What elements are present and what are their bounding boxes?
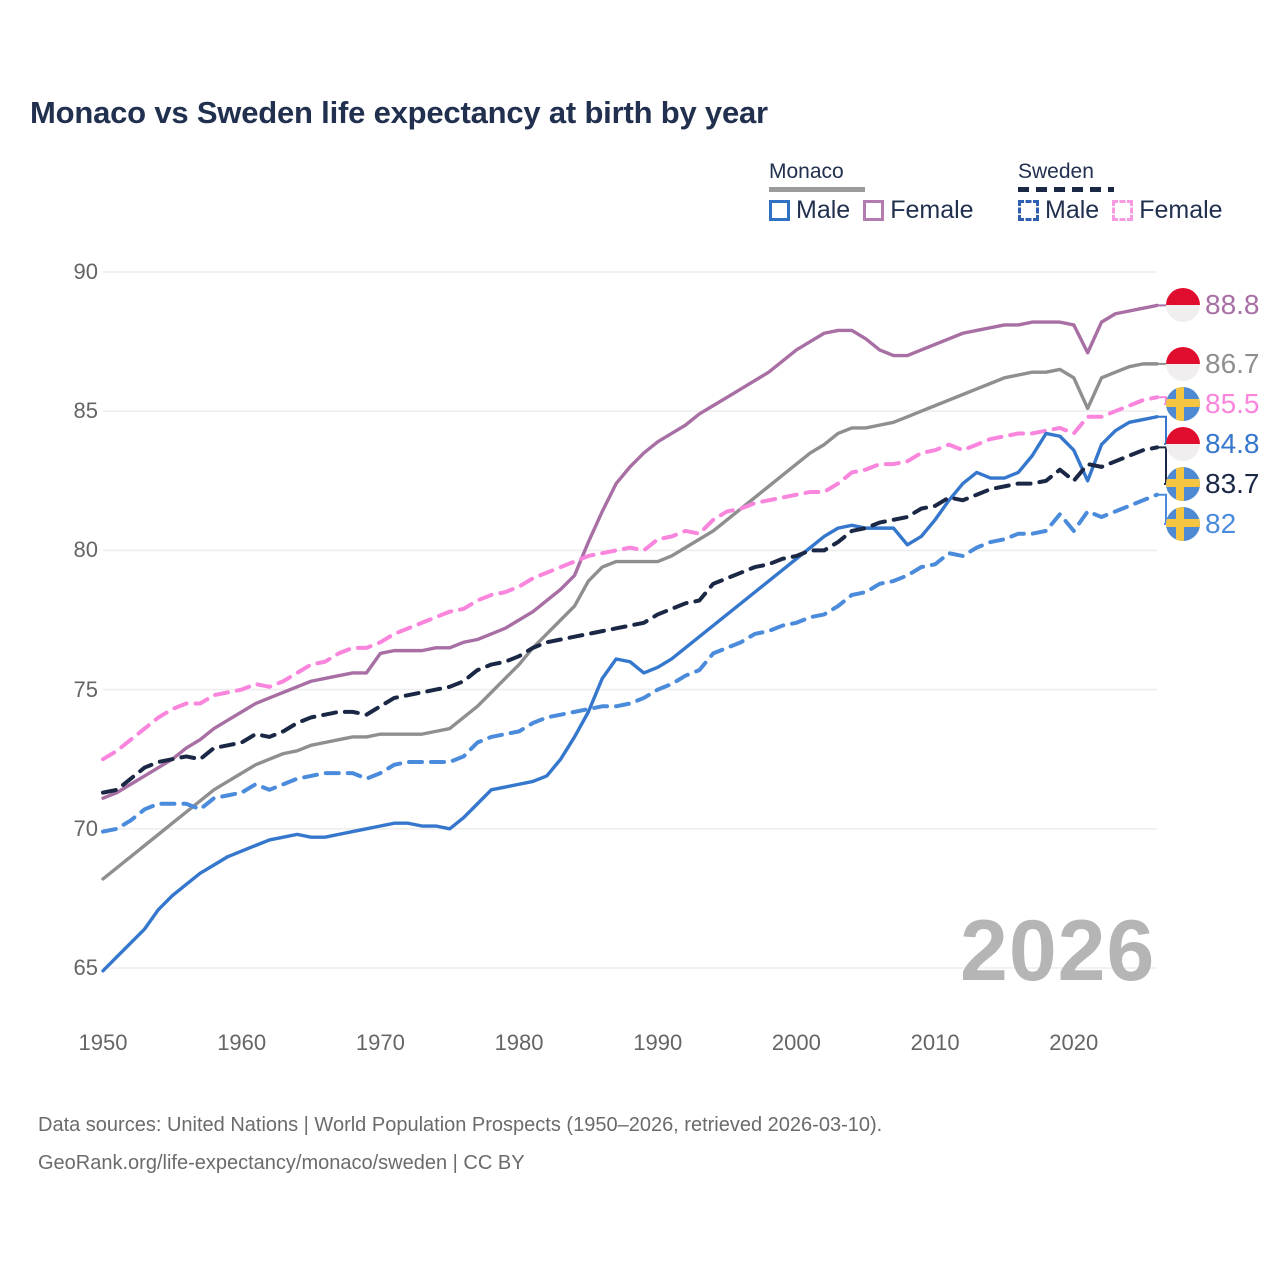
- series-end-label: 86.7: [1166, 346, 1260, 381]
- x-axis-tick-label: 1960: [217, 1030, 267, 1055]
- legend-item-label: Female: [890, 196, 974, 224]
- monaco-flag-icon: [1166, 346, 1200, 381]
- legend-items-sweden: Male Female: [1018, 198, 1223, 223]
- end-label-leader: [1157, 415, 1167, 445]
- x-axis-tick-label: 2000: [771, 1030, 821, 1055]
- series-line: [101, 362, 1159, 881]
- series-end-value: 82: [1205, 507, 1237, 539]
- series-line: [101, 395, 1159, 762]
- series-end-label: 85.5: [1166, 386, 1260, 421]
- legend-swatch-icon: [1018, 200, 1039, 221]
- series-end-label: 88.8: [1166, 288, 1260, 323]
- y-axis-tick-label: 85: [73, 398, 98, 424]
- legend-group-title-sweden: Sweden: [1018, 160, 1094, 183]
- monaco-flag-icon: [1166, 426, 1200, 461]
- series-end-value: 83.7: [1205, 467, 1260, 499]
- legend-group-title-monaco: Monaco: [769, 160, 844, 183]
- legend-rule-monaco: [769, 187, 865, 192]
- sweden-flag-icon: [1166, 506, 1200, 541]
- series-end-value: 86.7: [1205, 347, 1260, 379]
- legend-group-monaco: Monaco: [769, 160, 865, 192]
- monaco-flag-icon: [1166, 288, 1200, 323]
- year-watermark: 2026: [960, 903, 1156, 999]
- legend-group-sweden: Sweden: [1018, 160, 1114, 192]
- legend-rule-sweden: [1018, 187, 1114, 192]
- end-label-leader: [1157, 493, 1167, 525]
- footer-data-sources: Data sources: United Nations | World Pop…: [38, 1114, 883, 1136]
- legend-item-sweden-female[interactable]: Female: [1112, 196, 1223, 224]
- series-end-label: 83.7: [1166, 466, 1260, 501]
- series-end-label: 84.8: [1166, 426, 1260, 461]
- end-label-leader: [1157, 396, 1167, 405]
- y-axis-tick-label: 80: [73, 537, 98, 563]
- page-title: Monaco vs Sweden life expectancy at birt…: [30, 95, 768, 130]
- y-axis-tick-label: 75: [73, 676, 98, 702]
- x-axis-tick-label: 2020: [1049, 1030, 1099, 1055]
- legend-swatch-icon: [769, 200, 790, 221]
- legend-items-monaco: Male Female: [769, 198, 974, 223]
- sweden-flag-icon: [1166, 386, 1200, 421]
- series-line: [101, 492, 1159, 834]
- series-line: [101, 415, 1159, 973]
- legend-item-monaco-female[interactable]: Female: [863, 196, 974, 224]
- x-axis-tick-label: 1950: [78, 1030, 128, 1055]
- series-line: [101, 445, 1159, 795]
- end-label-leader: [1157, 446, 1167, 485]
- chart-footer: Data sources: United Nations | World Pop…: [38, 1106, 882, 1182]
- series-end-value: 84.8: [1205, 427, 1260, 459]
- legend-swatch-icon: [1112, 200, 1134, 221]
- y-axis-tick-label: 70: [73, 815, 98, 841]
- y-axis-tick-label: 90: [73, 259, 98, 284]
- legend-item-sweden-male[interactable]: Male: [1018, 198, 1099, 223]
- x-axis-tick-label: 1990: [633, 1030, 683, 1055]
- x-axis-tick-label: 2010: [910, 1030, 960, 1055]
- legend-item-label: Male: [796, 196, 851, 224]
- y-axis-tick-label: 65: [73, 955, 98, 980]
- footer-attribution: GeoRank.org/life-expectancy/monaco/swede…: [38, 1152, 525, 1174]
- series-line: [101, 303, 1159, 800]
- series-end-value: 85.5: [1205, 387, 1260, 419]
- series-end-label: 82: [1166, 506, 1237, 541]
- legend-item-label: Female: [1139, 196, 1223, 224]
- legend-swatch-icon: [863, 200, 885, 221]
- legend-item-monaco-male[interactable]: Male: [769, 198, 850, 223]
- sweden-flag-icon: [1166, 466, 1200, 501]
- legend-item-label: Male: [1045, 196, 1100, 224]
- chart-legend: Monaco Male Female Sweden Male: [755, 160, 1255, 240]
- x-axis-tick-label: 1970: [355, 1030, 405, 1055]
- series-end-value: 88.8: [1205, 289, 1260, 321]
- x-axis-tick-label: 1980: [494, 1030, 544, 1055]
